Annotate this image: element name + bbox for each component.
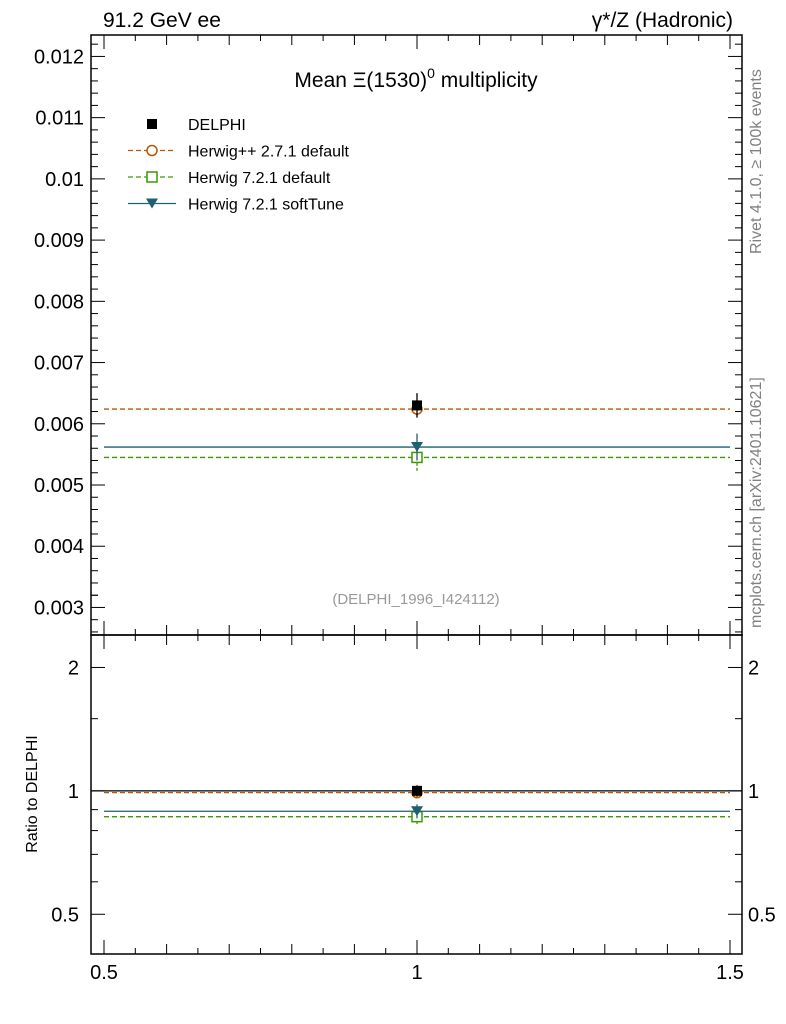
legend-marker-herwig-2-7-1-default [146, 144, 158, 157]
series-point-delphi [412, 400, 422, 411]
legend-label-delphi: DELPHI [188, 117, 246, 134]
header-left: 91.2 GeV ee [103, 9, 221, 32]
ratio-plot-series [104, 785, 730, 825]
x-tick-label: 0.5 [90, 962, 118, 984]
lower-y-tick-label: 0.5 [51, 904, 79, 926]
rivet-credit: Rivet 4.1.0, ≥ 100k events [748, 69, 765, 254]
upper-plot-series [104, 393, 730, 471]
legend-label-herwig-2-7-1-default: Herwig++ 2.7.1 default [188, 144, 350, 161]
upper-y-tick-label: 0.012 [34, 46, 84, 68]
upper-y-tick-label: 0.009 [34, 230, 84, 252]
legend-marker-delphi [147, 119, 157, 129]
upper-y-tick-label: 0.008 [34, 291, 84, 313]
legend-label-herwig-7-2-1-softtune: Herwig 7.2.1 softTune [188, 197, 344, 214]
x-tick-label: 1 [411, 962, 422, 984]
mcplots-credit: mcplots.cern.ch [arXiv:2401.10621] [748, 377, 765, 628]
plot-title-sup: 0 [427, 65, 435, 81]
lower-y-tick-label-right: 1 [748, 781, 759, 803]
x-tick-label: 1.5 [716, 962, 744, 984]
lower-y-tick-label-right: 0.5 [748, 904, 776, 926]
header-right: γ*/Z (Hadronic) [592, 9, 733, 32]
upper-y-tick-label: 0.003 [34, 597, 84, 619]
legend: DELPHI Herwig++ 2.7.1 default Herwig 7.2.1… [128, 117, 350, 214]
legend-label-herwig-7-2-1-default: Herwig 7.2.1 default [188, 170, 331, 187]
plot-title: Mean Ξ(1530)0 multiplicity [294, 65, 538, 92]
lower-y-tick-label: 1 [68, 781, 79, 803]
upper-y-tick-label: 0.005 [34, 475, 84, 497]
legend-marker-herwig-7-2-1-softtune [146, 198, 158, 209]
analysis-tag: (DELPHI_1996_I424112) [332, 591, 499, 608]
ratio-point-delphi [412, 785, 422, 796]
lower-y-tick-label-right: 2 [748, 657, 759, 679]
lower-y-ticks: 0.5 0.5 1 1 2 2 [51, 594, 776, 955]
upper-y-tick-label: 0.007 [34, 353, 84, 375]
series-point-herwig-7-2-1-softtune [411, 442, 423, 453]
ratio-point-herwig-7-2-1-softtune [411, 806, 423, 817]
legend-marker-herwig-7-2-1-default [146, 171, 158, 183]
upper-y-tick-label: 0.011 [35, 108, 84, 130]
upper-y-ticks: 0.003 0.004 0.005 0.006 0.007 0.008 0.009 0.01 0… [34, 43, 742, 633]
x-ticks: 0.5 1 1.5 [90, 35, 744, 984]
plot-title-main: Mean Ξ(1530) [294, 69, 427, 92]
upper-y-tick-label: 0.006 [34, 414, 84, 436]
upper-y-tick-label: 0.01 [45, 169, 84, 191]
lower-y-tick-label: 2 [68, 657, 79, 679]
plot-title-rest: multiplicity [435, 69, 538, 92]
ratio-y-axis-label: Ratio to DELPHI [24, 735, 41, 852]
upper-y-tick-label: 0.004 [34, 536, 84, 558]
